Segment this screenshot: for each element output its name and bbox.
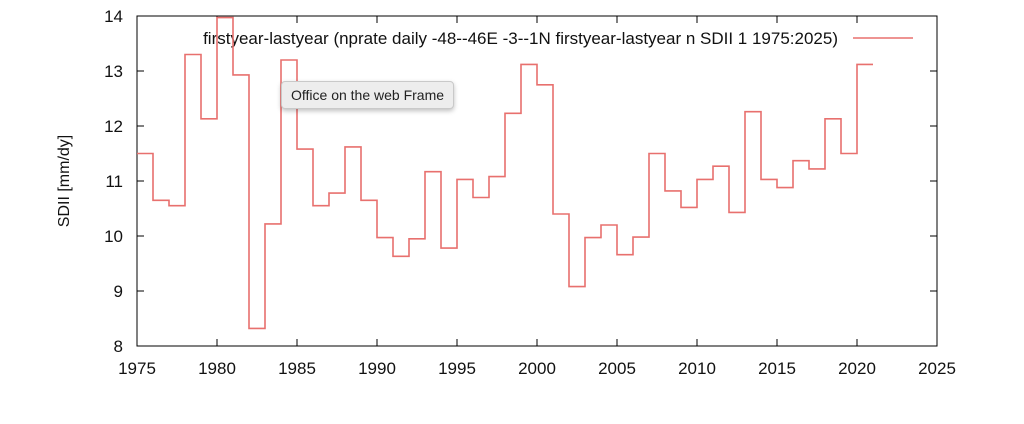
series-line [137,16,873,330]
x-tick-label: 2025 [918,359,956,378]
y-tick-label: 14 [104,7,123,26]
x-tick-label: 1975 [118,359,156,378]
legend-label: firstyear-lastyear (nprate daily -48--46… [203,29,838,48]
x-tick-label: 1985 [278,359,316,378]
tooltip: Office on the web Frame [281,81,455,109]
x-tick-label: 2010 [678,359,716,378]
y-tick-label: 8 [114,337,123,356]
y-tick-labels: 8 9 10 11 12 13 14 [104,7,123,356]
y-tick-label: 12 [104,117,123,136]
y-tick-label: 9 [114,282,123,301]
y-axis-title: SDII [mm/dy] [56,135,73,227]
x-tick-label: 1995 [438,359,476,378]
y-tick-label: 11 [105,172,123,191]
y-tick-label: 13 [104,62,123,81]
y-tick-label: 10 [104,227,123,246]
x-tick-label: 2015 [758,359,796,378]
legend: firstyear-lastyear (nprate daily -48--46… [203,29,913,48]
x-tick-label: 2020 [838,359,876,378]
x-tick-label: 1990 [358,359,396,378]
x-tick-label: 1980 [198,359,236,378]
x-tick-labels: 1975 1980 1985 1990 1995 2000 2005 2010 2015 2020… [118,359,956,378]
x-tick-label: 2000 [518,359,556,378]
x-tick-label: 2005 [598,359,636,378]
